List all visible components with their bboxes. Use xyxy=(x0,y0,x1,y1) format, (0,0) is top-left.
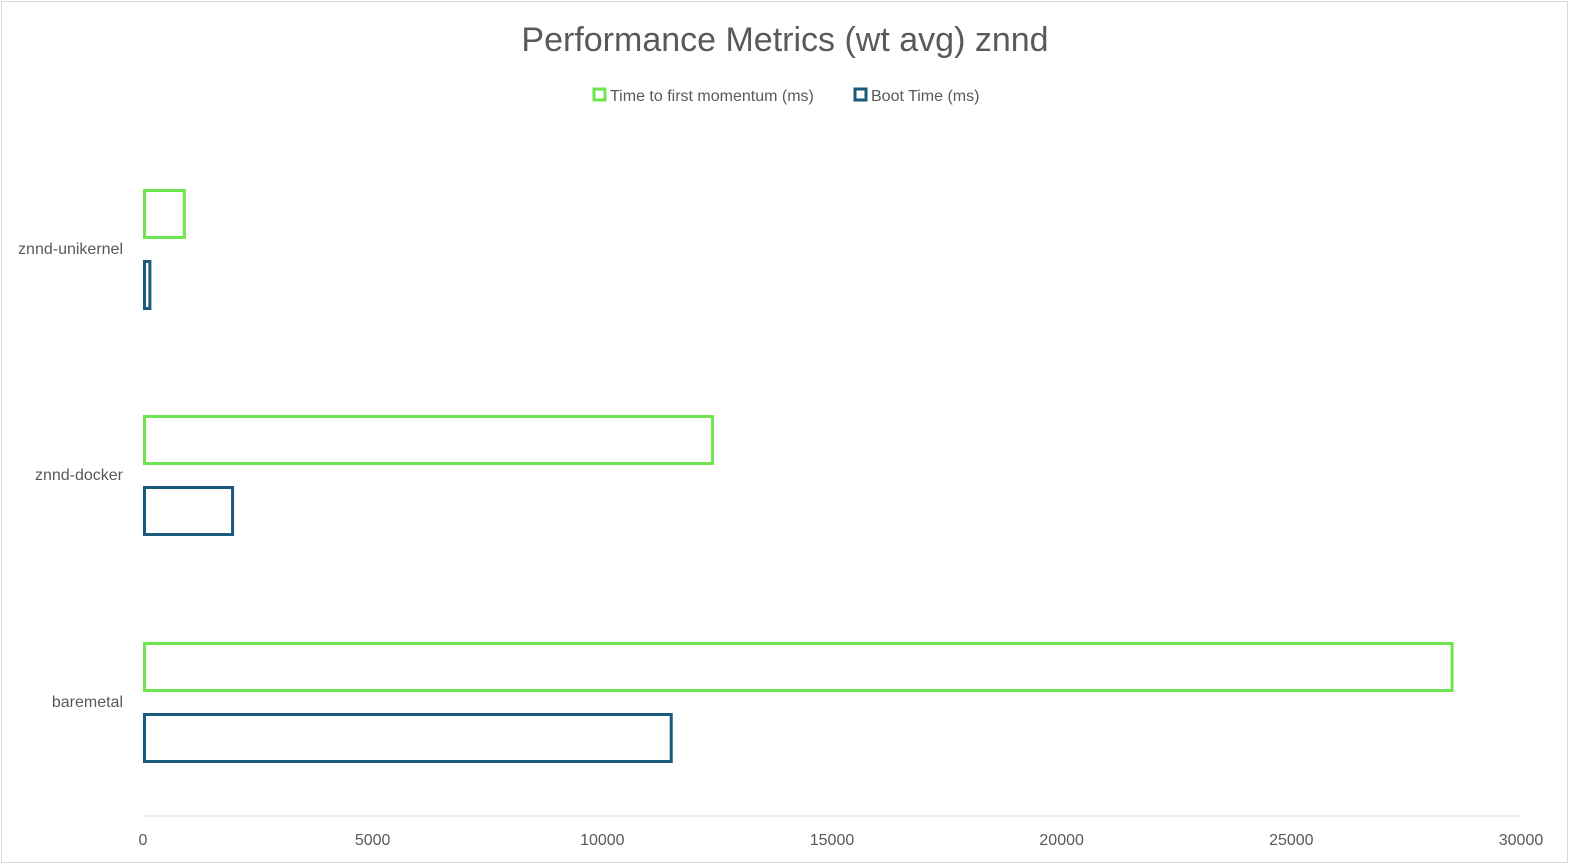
bar-znnd-unikernel-series-2 xyxy=(143,260,152,310)
x-tick-labels: 0 5000 10000 15000 20000 25000 30000 xyxy=(139,832,1544,849)
x-tick-label: 20000 xyxy=(1039,832,1084,849)
legend-label-series-2: Boot Time (ms) xyxy=(871,88,979,105)
x-tick-label: 5000 xyxy=(355,832,391,849)
x-tick-label: 25000 xyxy=(1269,832,1314,849)
bar-baremetal-series-2 xyxy=(143,713,673,763)
category-label: znnd-unikernel xyxy=(18,241,123,258)
category-label: baremetal xyxy=(52,694,123,711)
x-tick-label: 0 xyxy=(139,832,148,849)
legend-swatch-series-2 xyxy=(853,87,868,102)
bar-baremetal-series-1 xyxy=(143,642,1454,692)
chart-title: Performance Metrics (wt avg) znnd xyxy=(521,21,1048,59)
legend-label-series-1: Time to first momentum (ms) xyxy=(610,88,814,105)
bar-znnd-docker-series-2 xyxy=(143,486,235,536)
category-labels: znnd-unikernel znnd-docker baremetal xyxy=(18,241,124,711)
category-label: znnd-docker xyxy=(35,467,124,484)
bars-group xyxy=(143,189,1454,763)
x-tick-label: 15000 xyxy=(810,832,855,849)
bar-znnd-docker-series-1 xyxy=(143,415,715,465)
legend-swatch-series-1 xyxy=(592,87,607,102)
legend: Time to first momentum (ms) Boot Time (m… xyxy=(592,87,979,105)
x-tick-label: 30000 xyxy=(1499,832,1544,849)
x-tick-label: 10000 xyxy=(580,832,625,849)
bar-znnd-unikernel-series-1 xyxy=(143,189,186,239)
